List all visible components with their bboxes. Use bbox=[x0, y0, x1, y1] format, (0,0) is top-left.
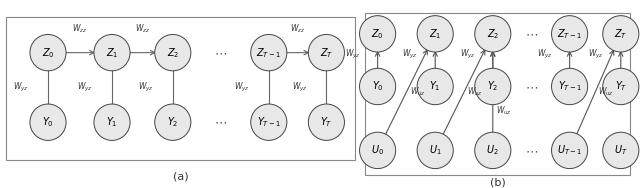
Text: $Y_{2}$: $Y_{2}$ bbox=[167, 115, 179, 129]
Text: $W_{yz}$: $W_{yz}$ bbox=[403, 48, 418, 61]
Text: $Y_{T-1}$: $Y_{T-1}$ bbox=[257, 115, 281, 129]
Text: $Z_{T}$: $Z_{T}$ bbox=[614, 27, 628, 41]
Ellipse shape bbox=[552, 16, 588, 52]
Ellipse shape bbox=[30, 34, 66, 71]
Text: $W_{yz}$: $W_{yz}$ bbox=[77, 81, 93, 94]
Text: $\cdots$: $\cdots$ bbox=[525, 80, 538, 93]
Ellipse shape bbox=[417, 132, 453, 169]
Ellipse shape bbox=[360, 16, 396, 52]
Text: $\cdots$: $\cdots$ bbox=[525, 27, 538, 40]
Text: $Y_{T-1}$: $Y_{T-1}$ bbox=[557, 80, 582, 93]
Text: $W_{zz}$: $W_{zz}$ bbox=[290, 22, 305, 35]
Text: $U_{2}$: $U_{2}$ bbox=[486, 143, 499, 157]
Ellipse shape bbox=[552, 132, 588, 169]
Text: $Z_{2}$: $Z_{2}$ bbox=[486, 27, 499, 41]
Ellipse shape bbox=[475, 16, 511, 52]
Ellipse shape bbox=[94, 34, 130, 71]
Text: $W_{yz}$: $W_{yz}$ bbox=[138, 81, 154, 94]
Ellipse shape bbox=[308, 34, 344, 71]
Ellipse shape bbox=[417, 16, 453, 52]
Ellipse shape bbox=[552, 68, 588, 105]
Ellipse shape bbox=[603, 68, 639, 105]
Text: $Z_{T}$: $Z_{T}$ bbox=[319, 46, 333, 60]
Text: $W_{zz}$: $W_{zz}$ bbox=[72, 22, 88, 35]
Ellipse shape bbox=[475, 68, 511, 105]
Ellipse shape bbox=[360, 132, 396, 169]
Text: $W_{uz}$: $W_{uz}$ bbox=[598, 86, 614, 98]
Ellipse shape bbox=[308, 104, 344, 140]
Ellipse shape bbox=[603, 16, 639, 52]
Text: $Z_{2}$: $Z_{2}$ bbox=[166, 46, 179, 60]
Ellipse shape bbox=[155, 34, 191, 71]
Text: $\cdots$: $\cdots$ bbox=[214, 46, 227, 59]
Text: $\cdots$: $\cdots$ bbox=[525, 144, 538, 157]
Text: $W_{yz}$: $W_{yz}$ bbox=[460, 48, 476, 61]
Text: $W_{yz}$: $W_{yz}$ bbox=[292, 81, 307, 94]
Text: $Y_{1}$: $Y_{1}$ bbox=[106, 115, 118, 129]
Text: $Y_{T}$: $Y_{T}$ bbox=[614, 80, 627, 93]
Bar bbox=[6, 17, 355, 160]
Ellipse shape bbox=[155, 104, 191, 140]
Text: $Z_{T-1}$: $Z_{T-1}$ bbox=[256, 46, 282, 60]
Ellipse shape bbox=[251, 104, 287, 140]
Text: $U_{1}$: $U_{1}$ bbox=[429, 143, 442, 157]
Text: (b): (b) bbox=[490, 177, 506, 187]
Text: $W_{yz}$: $W_{yz}$ bbox=[588, 48, 604, 61]
Text: $W_{zz}$: $W_{zz}$ bbox=[135, 22, 150, 35]
Text: $Z_{0}$: $Z_{0}$ bbox=[42, 46, 54, 60]
Text: $\cdots$: $\cdots$ bbox=[214, 116, 227, 129]
Text: $W_{yz}$: $W_{yz}$ bbox=[345, 48, 360, 61]
Text: $Z_{1}$: $Z_{1}$ bbox=[106, 46, 118, 60]
Ellipse shape bbox=[417, 68, 453, 105]
Ellipse shape bbox=[30, 104, 66, 140]
Text: $W_{uz}$: $W_{uz}$ bbox=[410, 86, 426, 98]
Text: $Y_{2}$: $Y_{2}$ bbox=[487, 80, 499, 93]
Ellipse shape bbox=[603, 132, 639, 169]
Text: $W_{uz}$: $W_{uz}$ bbox=[467, 86, 483, 98]
Text: $Z_{T-1}$: $Z_{T-1}$ bbox=[557, 27, 582, 41]
Text: $Y_{1}$: $Y_{1}$ bbox=[429, 80, 441, 93]
Ellipse shape bbox=[251, 34, 287, 71]
Ellipse shape bbox=[475, 132, 511, 169]
Ellipse shape bbox=[94, 104, 130, 140]
Text: $U_{T}$: $U_{T}$ bbox=[614, 143, 628, 157]
Bar bbox=[365, 13, 630, 175]
Text: $W_{uz}$: $W_{uz}$ bbox=[496, 105, 512, 117]
Text: $W_{yz}$: $W_{yz}$ bbox=[234, 81, 250, 94]
Text: $U_{T-1}$: $U_{T-1}$ bbox=[557, 143, 582, 157]
Text: (a): (a) bbox=[173, 172, 189, 182]
Text: $U_{0}$: $U_{0}$ bbox=[371, 143, 384, 157]
Text: $Z_{0}$: $Z_{0}$ bbox=[371, 27, 384, 41]
Text: $Y_{T}$: $Y_{T}$ bbox=[320, 115, 333, 129]
Ellipse shape bbox=[360, 68, 396, 105]
Text: $W_{yz}$: $W_{yz}$ bbox=[537, 48, 552, 61]
Text: $W_{yz}$: $W_{yz}$ bbox=[13, 81, 29, 94]
Text: $Z_{1}$: $Z_{1}$ bbox=[429, 27, 442, 41]
Text: $Y_{0}$: $Y_{0}$ bbox=[372, 80, 383, 93]
Text: $Y_{0}$: $Y_{0}$ bbox=[42, 115, 54, 129]
